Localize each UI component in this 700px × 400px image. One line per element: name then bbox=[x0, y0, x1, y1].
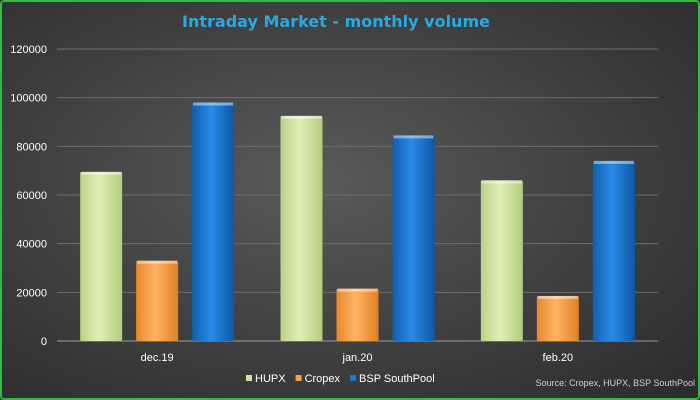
bar-hupx bbox=[80, 171, 123, 341]
bar-highlight bbox=[337, 288, 378, 292]
bar-highlight bbox=[537, 295, 578, 299]
bar-hupx bbox=[480, 180, 523, 341]
legend: HUPX Cropex BSP SouthPool bbox=[246, 373, 435, 385]
bars bbox=[80, 102, 635, 342]
y-tick-label: 120000 bbox=[10, 44, 47, 56]
bar-hupx bbox=[280, 115, 323, 342]
legend-swatch bbox=[246, 375, 252, 381]
y-tick-label: 60000 bbox=[16, 190, 47, 202]
y-axis-ticks: 0 20000 40000 60000 80000 100000 120000 bbox=[10, 44, 47, 348]
bar-highlight bbox=[481, 180, 522, 184]
x-axis-categories: dec.19 jan.20 feb.20 bbox=[141, 352, 573, 364]
legend-swatch bbox=[295, 375, 302, 381]
bar-highlight bbox=[393, 135, 434, 139]
legend-label: BSP SouthPool bbox=[359, 373, 435, 385]
bar-bsp-southpool bbox=[392, 135, 435, 341]
y-tick-label: 0 bbox=[41, 336, 47, 348]
chart-title: Intraday Market - monthly volume bbox=[182, 12, 490, 31]
legend-swatch bbox=[350, 375, 357, 381]
y-tick-label: 40000 bbox=[16, 239, 47, 251]
y-tick-label: 100000 bbox=[10, 93, 47, 105]
bar-highlight bbox=[281, 115, 322, 119]
bar-cropex bbox=[536, 295, 579, 341]
bar-highlight bbox=[593, 160, 634, 164]
y-tick-label: 80000 bbox=[16, 141, 47, 153]
bar-highlight bbox=[81, 171, 122, 175]
legend-label: Cropex bbox=[305, 373, 341, 385]
legend-label: HUPX bbox=[255, 373, 286, 385]
y-tick-label: 20000 bbox=[16, 287, 47, 299]
x-tick-label: jan.20 bbox=[342, 352, 373, 364]
bar-bsp-southpool bbox=[192, 102, 235, 342]
bar-cropex bbox=[136, 260, 179, 341]
x-tick-label: dec.19 bbox=[141, 352, 174, 364]
bar-cropex bbox=[336, 288, 379, 341]
x-tick-label: feb.20 bbox=[543, 352, 574, 364]
bar-highlight bbox=[137, 260, 178, 264]
bar-highlight bbox=[193, 102, 234, 106]
bar-bsp-southpool bbox=[592, 160, 635, 341]
source-note: Source: Cropex, HUPX, BSP SouthPool bbox=[536, 378, 695, 388]
